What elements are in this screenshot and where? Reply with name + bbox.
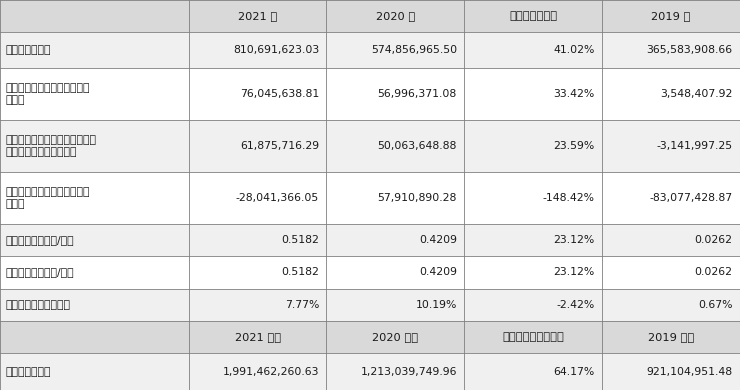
Text: -3,141,997.25: -3,141,997.25 <box>656 141 733 151</box>
Bar <box>602 289 740 321</box>
Bar <box>464 172 602 224</box>
Text: 1,213,039,749.96: 1,213,039,749.96 <box>360 367 457 376</box>
Text: 2020 年: 2020 年 <box>376 11 415 21</box>
Bar <box>189 0 326 32</box>
Text: 2021 年末: 2021 年末 <box>235 332 280 342</box>
Bar <box>326 0 464 32</box>
Bar <box>602 353 740 390</box>
Bar <box>464 353 602 390</box>
Text: 61,875,716.29: 61,875,716.29 <box>240 141 319 151</box>
Text: -83,077,428.87: -83,077,428.87 <box>649 193 733 203</box>
Text: 0.0262: 0.0262 <box>694 268 733 277</box>
Text: 23.12%: 23.12% <box>554 268 595 277</box>
Bar <box>326 353 464 390</box>
Bar <box>326 68 464 120</box>
Bar <box>326 289 464 321</box>
Bar <box>326 172 464 224</box>
Bar <box>189 321 326 353</box>
Bar <box>0 120 189 172</box>
Text: 10.19%: 10.19% <box>415 300 457 310</box>
Bar <box>189 353 326 390</box>
Bar <box>602 68 740 120</box>
Text: 2019 年末: 2019 年末 <box>648 332 694 342</box>
Text: 经营活动产生的现金流量净额
（元）: 经营活动产生的现金流量净额 （元） <box>6 187 90 209</box>
Text: 41.02%: 41.02% <box>554 45 595 55</box>
Bar <box>464 32 602 68</box>
Bar <box>0 224 189 256</box>
Text: 810,691,623.03: 810,691,623.03 <box>233 45 319 55</box>
Text: 0.67%: 0.67% <box>698 300 733 310</box>
Text: 33.42%: 33.42% <box>554 89 595 99</box>
Text: 64.17%: 64.17% <box>554 367 595 376</box>
Bar <box>0 172 189 224</box>
Text: 加权平均净资产收益率: 加权平均净资产收益率 <box>6 300 71 310</box>
Bar <box>326 256 464 289</box>
Bar <box>189 224 326 256</box>
Bar <box>602 224 740 256</box>
Text: 7.77%: 7.77% <box>285 300 319 310</box>
Bar <box>602 172 740 224</box>
Text: 0.4209: 0.4209 <box>419 235 457 245</box>
Text: 23.59%: 23.59% <box>554 141 595 151</box>
Bar <box>464 321 602 353</box>
Text: 本年末比上年末增減: 本年末比上年末增減 <box>502 332 564 342</box>
Bar <box>464 289 602 321</box>
Text: 归属于上市公司股东的净利润
（元）: 归属于上市公司股东的净利润 （元） <box>6 83 90 105</box>
Bar <box>464 68 602 120</box>
Bar <box>0 321 189 353</box>
Text: -2.42%: -2.42% <box>556 300 595 310</box>
Text: 0.5182: 0.5182 <box>281 268 319 277</box>
Bar <box>189 172 326 224</box>
Text: -148.42%: -148.42% <box>542 193 595 203</box>
Text: -28,041,366.05: -28,041,366.05 <box>236 193 319 203</box>
Text: 50,063,648.88: 50,063,648.88 <box>377 141 457 151</box>
Text: 2021 年: 2021 年 <box>238 11 278 21</box>
Bar <box>0 0 189 32</box>
Text: 2020 年末: 2020 年末 <box>372 332 418 342</box>
Text: 营业收入（元）: 营业收入（元） <box>6 45 51 55</box>
Text: 0.4209: 0.4209 <box>419 268 457 277</box>
Bar <box>602 256 740 289</box>
Text: 57,910,890.28: 57,910,890.28 <box>377 193 457 203</box>
Bar <box>189 68 326 120</box>
Text: 76,045,638.81: 76,045,638.81 <box>240 89 319 99</box>
Bar <box>464 120 602 172</box>
Text: 3,548,407.92: 3,548,407.92 <box>660 89 733 99</box>
Bar <box>602 321 740 353</box>
Bar <box>189 32 326 68</box>
Text: 23.12%: 23.12% <box>554 235 595 245</box>
Bar <box>326 120 464 172</box>
Bar <box>464 256 602 289</box>
Bar <box>602 0 740 32</box>
Bar <box>189 289 326 321</box>
Text: 2019 年: 2019 年 <box>651 11 690 21</box>
Bar <box>189 120 326 172</box>
Text: 本年比上年增減: 本年比上年增減 <box>509 11 557 21</box>
Bar <box>0 68 189 120</box>
Text: 归属于上市公司股东的扣除非经
常性损益的净利润（元）: 归属于上市公司股东的扣除非经 常性损益的净利润（元） <box>6 135 97 157</box>
Text: 稀释每股收益（元/股）: 稀释每股收益（元/股） <box>6 268 75 277</box>
Bar <box>326 224 464 256</box>
Bar <box>602 120 740 172</box>
Text: 574,856,965.50: 574,856,965.50 <box>371 45 457 55</box>
Text: 基本每股收益（元/股）: 基本每股收益（元/股） <box>6 235 75 245</box>
Bar <box>464 0 602 32</box>
Bar <box>189 256 326 289</box>
Text: 365,583,908.66: 365,583,908.66 <box>646 45 733 55</box>
Text: 资产总额（元）: 资产总额（元） <box>6 367 51 376</box>
Text: 0.0262: 0.0262 <box>694 235 733 245</box>
Bar <box>0 256 189 289</box>
Bar <box>326 321 464 353</box>
Bar <box>464 224 602 256</box>
Bar <box>0 32 189 68</box>
Text: 56,996,371.08: 56,996,371.08 <box>377 89 457 99</box>
Bar <box>326 32 464 68</box>
Bar <box>0 289 189 321</box>
Bar <box>602 32 740 68</box>
Text: 921,104,951.48: 921,104,951.48 <box>646 367 733 376</box>
Bar <box>0 353 189 390</box>
Text: 1,991,462,260.63: 1,991,462,260.63 <box>223 367 319 376</box>
Text: 0.5182: 0.5182 <box>281 235 319 245</box>
